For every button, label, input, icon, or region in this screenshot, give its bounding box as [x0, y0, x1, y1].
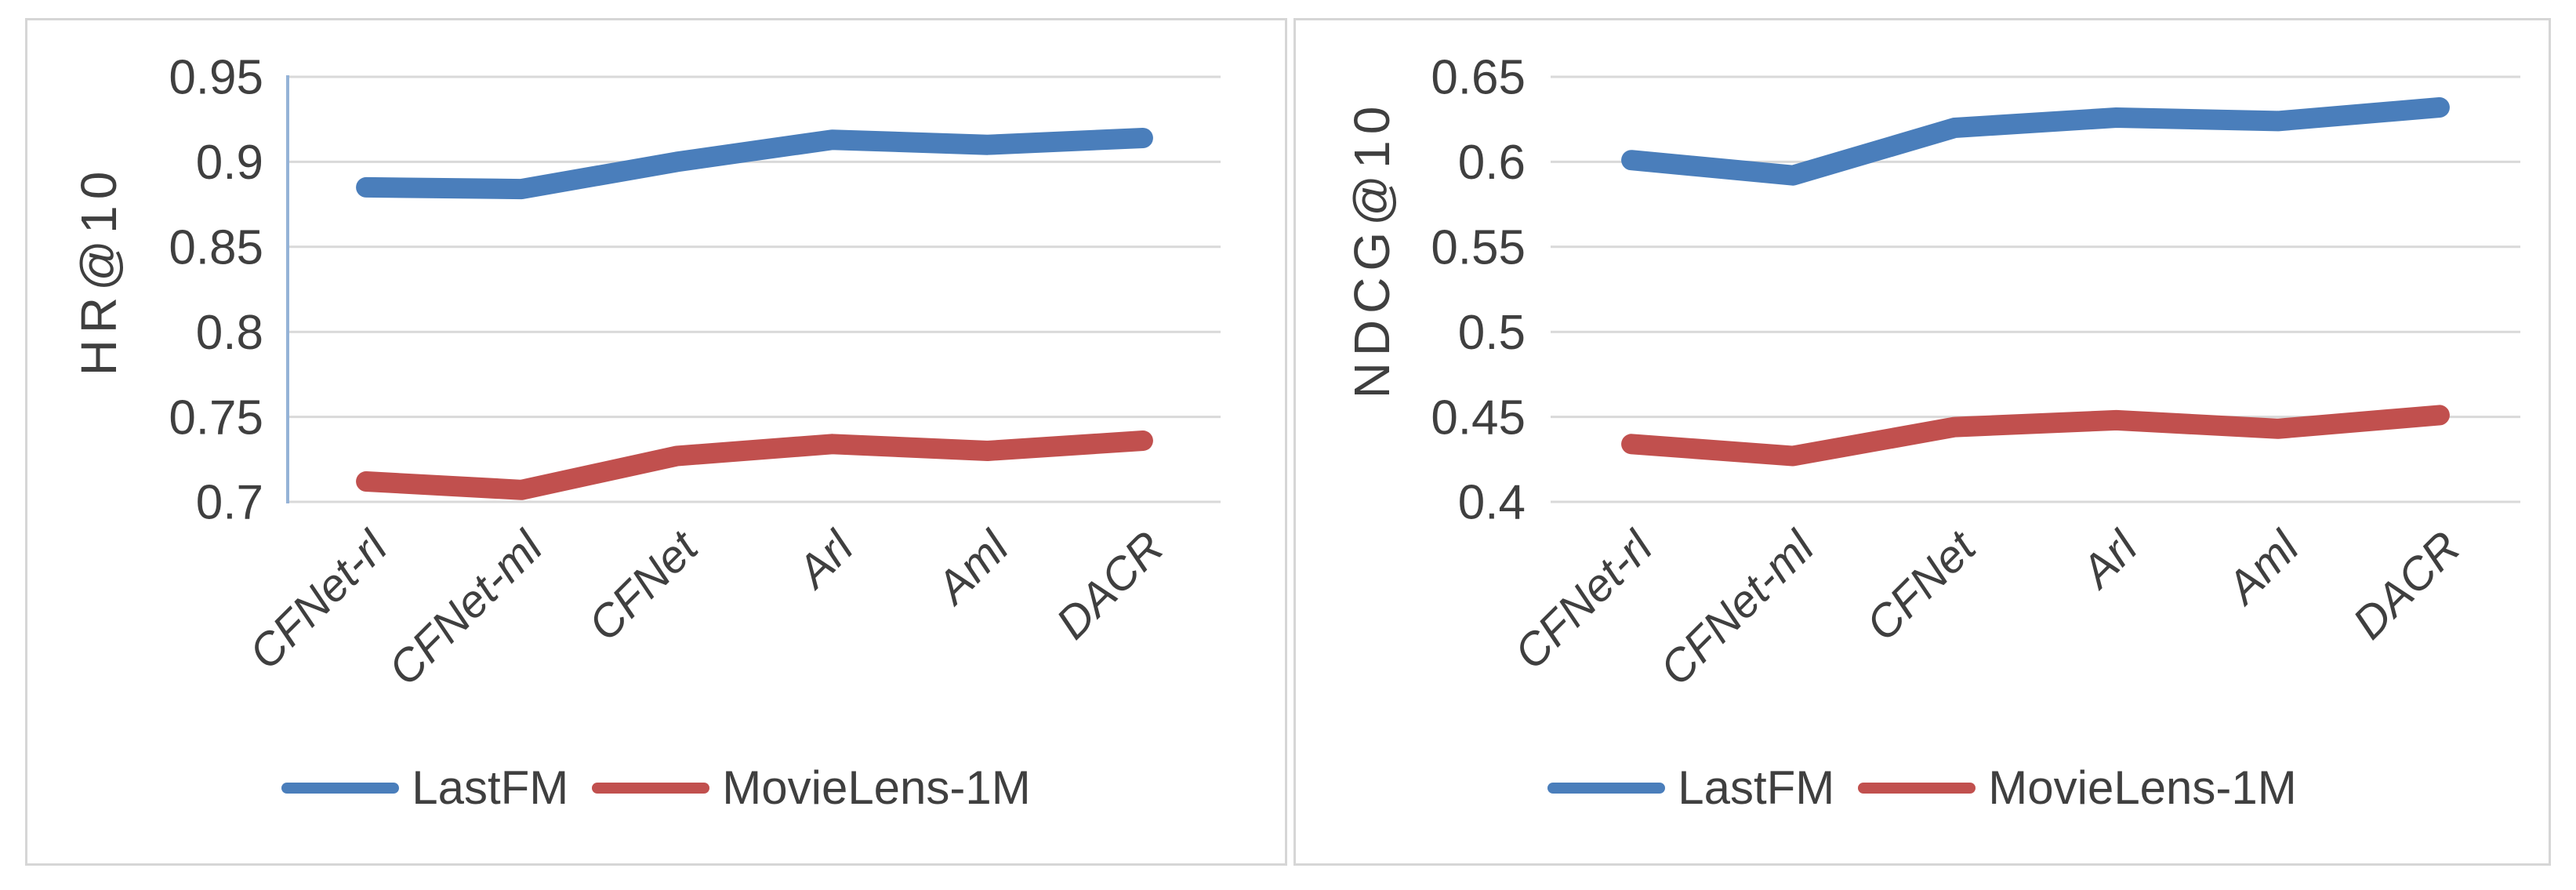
y-tick-label: 0.7: [196, 476, 263, 530]
lastfm-series-line: [1621, 97, 2450, 186]
y-tick-label: 0.4: [1458, 476, 1526, 530]
y-tick-label: 0.55: [1431, 221, 1526, 275]
movielens-legend-swatch: [592, 783, 710, 794]
y-tick-label: 0.6: [1458, 136, 1526, 190]
y-tick-label: 0.8: [196, 306, 263, 360]
y-tick-label: 0.75: [169, 391, 263, 445]
ndcg10-legend: LastFM MovieLens-1M: [1293, 757, 2551, 819]
movielens-legend-swatch: [1858, 783, 1976, 794]
y-tick-label: 0.9: [196, 136, 263, 190]
y-tick-label: 0.45: [1431, 391, 1526, 445]
y-axis-title: HR@10: [71, 165, 127, 376]
lastfm-legend-label: LastFM: [412, 761, 569, 814]
movielens-legend-label: MovieLens-1M: [722, 761, 1031, 814]
x-category-label: Aml: [925, 521, 1019, 615]
y-tick-label: 0.5: [1458, 306, 1526, 360]
x-category-label: CFNet-ml: [1650, 521, 1825, 696]
lastfm-legend-label: LastFM: [1678, 761, 1835, 814]
ndcg10-chart: 0.650.60.550.50.450.4NDCG@10CFNet-rlCFNe…: [1344, 51, 2520, 696]
y-tick-label: 0.65: [1431, 51, 1526, 105]
lastfm-legend-swatch: [1547, 783, 1666, 794]
x-category-label: CFNet-ml: [379, 521, 553, 696]
y-tick-label: 0.85: [169, 221, 263, 275]
lastfm-series-line: [356, 128, 1153, 200]
x-category-label: CFNet-rl: [1504, 521, 1663, 679]
hr10-chart: 0.95 0.9 0.85 0.8 0.75 0.7 HR@10 CFNet-rlCFNet-…: [71, 51, 1221, 696]
y-tick-label: 0.95: [169, 51, 263, 105]
lastfm-legend-swatch: [281, 783, 400, 794]
x-category-label: DACR: [1047, 521, 1174, 648]
x-category-label: DACR: [2343, 521, 2470, 648]
x-category-label: Aml: [2215, 521, 2309, 615]
y-axis-title: NDCG@10: [1344, 100, 1400, 399]
x-category-label: CFNet-rl: [239, 521, 397, 679]
movielens-1m-series-line: [356, 430, 1153, 500]
hr10-legend: LastFM MovieLens-1M: [25, 757, 1287, 819]
movielens-1m-series-line: [1621, 405, 2450, 467]
x-category-label: Arl: [2070, 521, 2149, 599]
x-category-label: CFNet: [579, 520, 709, 650]
movielens-legend-label: MovieLens-1M: [1988, 761, 2297, 814]
x-category-label: CFNet: [1856, 520, 1986, 650]
x-category-label: Arl: [786, 521, 865, 599]
